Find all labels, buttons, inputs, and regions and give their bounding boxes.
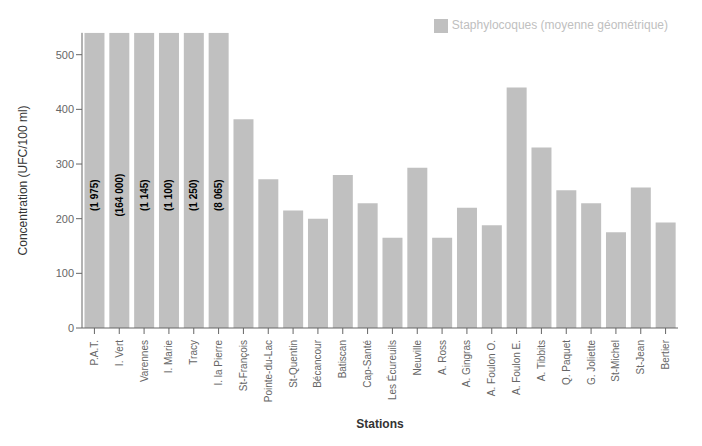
svg-text:P.A.T.: P.A.T. <box>89 340 100 365</box>
svg-text:(8 065): (8 065) <box>213 179 224 211</box>
svg-text:Pointe-du-Lac: Pointe-du-Lac <box>263 340 274 402</box>
svg-text:(164 000): (164 000) <box>114 174 125 217</box>
svg-text:A. Foulon E.: A. Foulon E. <box>511 340 522 395</box>
svg-text:500: 500 <box>56 49 74 61</box>
svg-text:Bertier: Bertier <box>660 339 671 369</box>
svg-text:(1 100): (1 100) <box>163 179 174 211</box>
svg-text:A. Foulon O.: A. Foulon O. <box>486 340 497 396</box>
svg-text:Concentration (UFC/100 ml): Concentration (UFC/100 ml) <box>16 105 30 255</box>
svg-text:Varennes: Varennes <box>139 340 150 382</box>
svg-text:Neuville: Neuville <box>412 340 423 376</box>
svg-text:I. Marie: I. Marie <box>163 340 174 374</box>
svg-text:Q. Paquet: Q. Paquet <box>561 340 572 385</box>
html-text:Staphylocoques (moyenne géomét: Staphylocoques (moyenne géométrique) <box>451 18 668 32</box>
svg-text:Tracy: Tracy <box>188 340 199 365</box>
svg-text:(1 145): (1 145) <box>139 179 150 211</box>
svg-text:Bécancour: Bécancour <box>312 339 323 387</box>
svg-text:I. la Pierre: I. la Pierre <box>213 340 224 386</box>
svg-text:(1 250): (1 250) <box>188 179 199 211</box>
svg-text:400: 400 <box>56 103 74 115</box>
svg-text:300: 300 <box>56 158 74 170</box>
svg-text:(1 975): (1 975) <box>89 179 100 211</box>
svg-text:Cap-Santé: Cap-Santé <box>362 340 373 388</box>
svg-text:Batiscan: Batiscan <box>337 340 348 378</box>
svg-text:St-Jean: St-Jean <box>635 340 646 374</box>
svg-text:Stations: Stations <box>356 417 404 431</box>
svg-text:A. Tibbits: A. Tibbits <box>536 340 547 381</box>
svg-text:Les Écureuils: Les Écureuils <box>386 340 398 400</box>
svg-text:A. Ross: A. Ross <box>437 340 448 375</box>
svg-text:St-François: St-François <box>238 340 249 391</box>
svg-text:A. Gingras: A. Gingras <box>461 340 472 387</box>
svg-text:200: 200 <box>56 213 74 225</box>
svg-text:G. Joliette: G. Joliette <box>586 340 597 385</box>
svg-text:St-Michel: St-Michel <box>610 340 621 382</box>
svg-text:I. Vert: I. Vert <box>114 340 125 366</box>
svg-text:0: 0 <box>68 322 74 334</box>
svg-text:St-Quentin: St-Quentin <box>288 340 299 388</box>
svg-text:100: 100 <box>56 267 74 279</box>
